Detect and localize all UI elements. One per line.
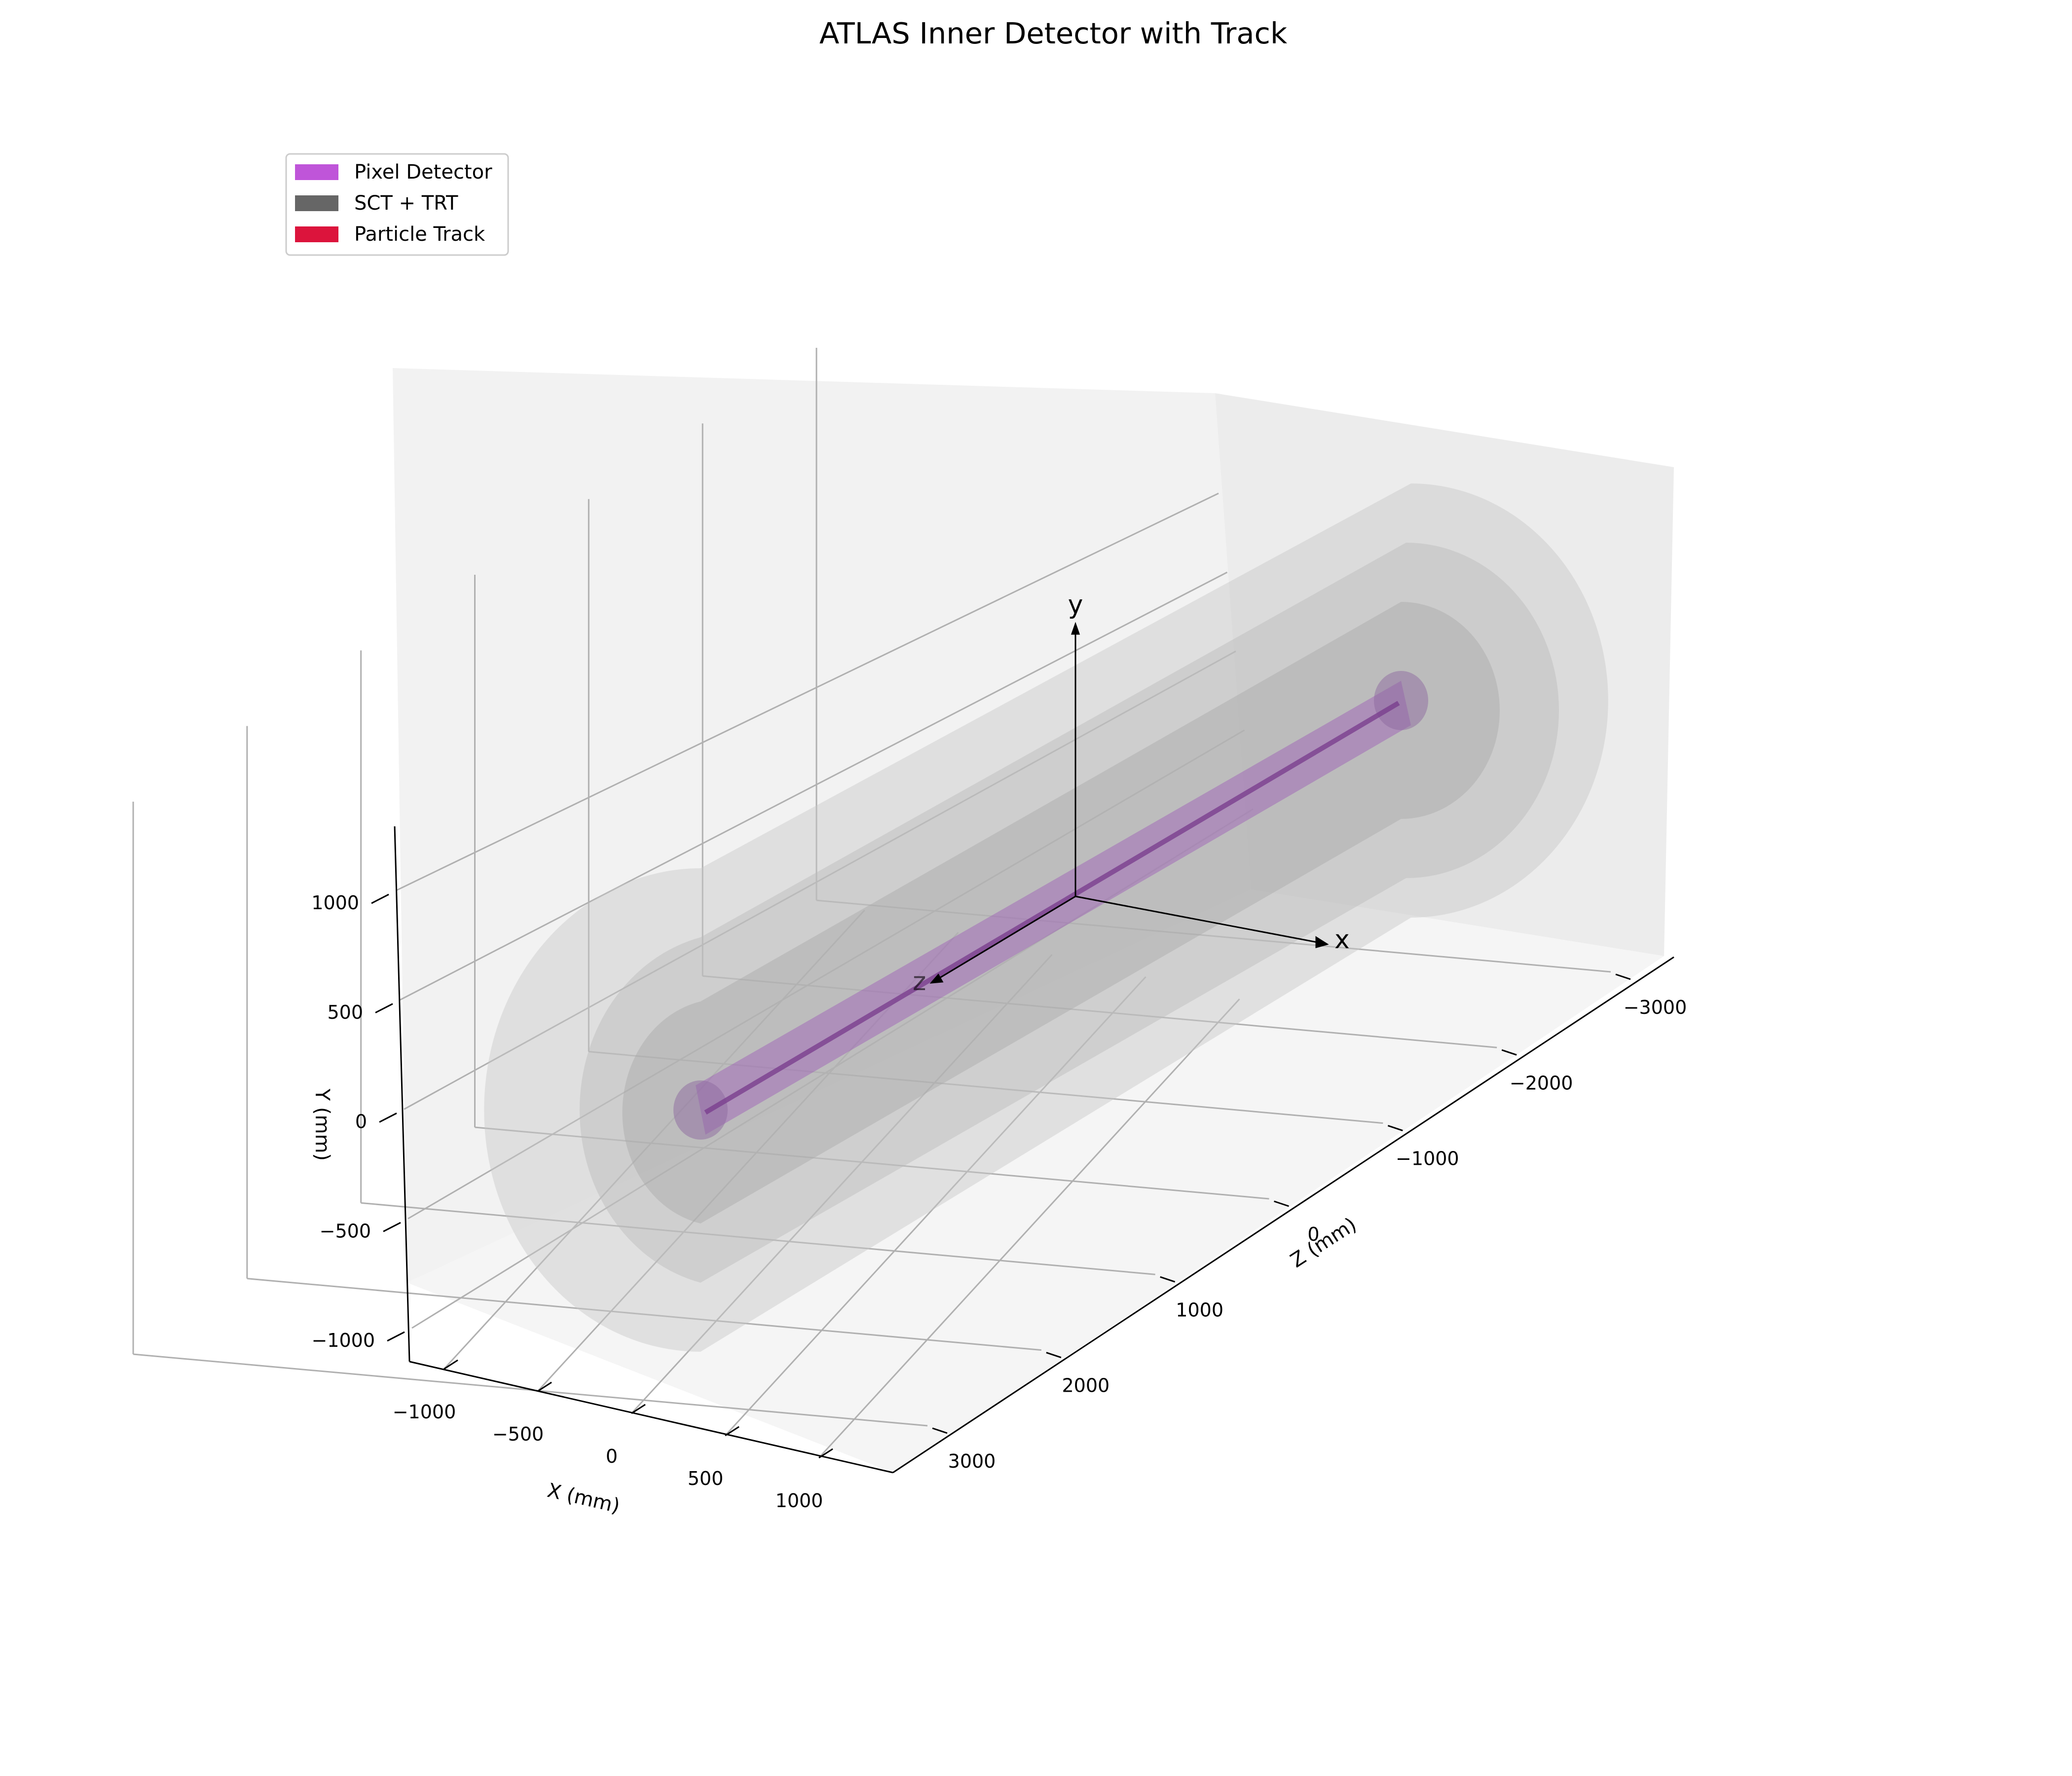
x-tick: [818, 1448, 833, 1459]
z-tick: [1046, 1352, 1062, 1359]
y-tick-label: 500: [327, 1001, 363, 1023]
sct-trt-outer-cylinder: [484, 483, 1608, 1352]
sct-trt-cylinders: [484, 483, 1608, 1352]
y-grid-line: [407, 729, 1245, 1220]
z-tick: [1274, 1200, 1289, 1207]
legend-swatch-sct-trt: [295, 195, 338, 211]
z-tick: [932, 1427, 948, 1434]
y-grid-line: [400, 571, 1228, 1001]
y-arrow-head: [1071, 622, 1080, 635]
legend-label-track: Particle Track: [354, 223, 485, 246]
y-tick: [387, 1331, 405, 1342]
x-arrow-line: [1075, 895, 1318, 943]
z-grid-line: [475, 1126, 1269, 1200]
z-tick-label: 3000: [948, 1450, 996, 1472]
x-tick-label: 1000: [776, 1490, 823, 1512]
x-axis-line: [409, 1361, 893, 1474]
x-arrow-head: [1315, 936, 1329, 948]
x-grid-line: [443, 909, 865, 1370]
x-tick: [537, 1381, 552, 1392]
arrow-label-z: z: [913, 967, 926, 997]
z-arrow-line: [937, 895, 1076, 980]
x-tick: [725, 1426, 740, 1437]
arrow-label-y: y: [1068, 590, 1083, 620]
sct-trt-inner-cylinder: [622, 602, 1500, 1223]
z-tick: [1501, 1049, 1517, 1056]
z-tick-label: 2000: [1062, 1375, 1110, 1397]
pane-floor: [407, 889, 1664, 1473]
y-tick: [383, 1221, 401, 1232]
x-tick-label: 500: [688, 1468, 724, 1489]
z-arrow-head: [929, 973, 944, 984]
legend-label-sct-trt: SCT + TRT: [354, 192, 458, 215]
legend: Pixel Detector SCT + TRT Particle Track: [285, 153, 509, 256]
y-tick: [375, 1003, 393, 1014]
z-tick: [1160, 1276, 1176, 1283]
z-grid-line: [247, 1278, 1041, 1351]
pixel-endcap-far: [1374, 671, 1428, 730]
legend-frame: [285, 153, 509, 256]
y-tick-label: 1000: [311, 892, 359, 914]
x-grid-line: [724, 976, 1147, 1437]
x-tick-label: 0: [606, 1445, 618, 1467]
z-tick: [1387, 1125, 1403, 1132]
x-grid-line: [818, 998, 1240, 1459]
z-axis-label: Z (mm): [1287, 1213, 1361, 1272]
legend-swatch-pixel: [295, 164, 338, 180]
pixel-endcap-near: [673, 1080, 728, 1140]
coordinate-arrows: [929, 622, 1329, 984]
particle-track: [704, 701, 1400, 1115]
z-tick-label: −3000: [1624, 997, 1687, 1018]
axis-lines: [394, 826, 1674, 1474]
z-grid-line: [589, 1051, 1383, 1124]
legend-swatch-track: [295, 226, 338, 242]
y-axis-label: Y (mm): [311, 1088, 333, 1161]
z-grid-line: [703, 975, 1497, 1048]
y-tick-label: −1000: [311, 1330, 375, 1351]
y-grid-line: [396, 492, 1219, 891]
z-axis-line: [892, 956, 1674, 1474]
x-tick-label: −1000: [393, 1401, 456, 1423]
x-grid-line: [630, 954, 1053, 1414]
x-axis-label: X (mm): [545, 1479, 622, 1517]
z-tick-label: −1000: [1396, 1148, 1459, 1170]
y-tick: [379, 1112, 397, 1123]
z-tick-label: −2000: [1510, 1072, 1573, 1094]
y-axis-line: [394, 826, 410, 1362]
x-tick: [444, 1359, 458, 1370]
y-tick-label: −500: [320, 1220, 371, 1242]
z-tick: [1615, 973, 1631, 980]
tick-marks: [371, 893, 1631, 1459]
y-tick: [371, 893, 389, 904]
z-grid-line: [816, 899, 1611, 973]
chart-title: ATLAS Inner Detector with Track: [819, 16, 1287, 50]
pane-left: [1215, 393, 1674, 956]
sct-trt-middle-cylinder: [579, 543, 1559, 1283]
tick-labels: −1000 −500 0 500 1000 −1000 −500 0 500 1000 −3000 −…: [311, 892, 1687, 1512]
y-tick-label: 0: [355, 1111, 367, 1133]
arrow-label-x: x: [1334, 925, 1350, 955]
z-tick-label: 1000: [1176, 1299, 1223, 1321]
x-grid-line: [537, 931, 959, 1392]
legend-label-pixel: Pixel Detector: [354, 161, 492, 184]
x-tick-label: −500: [492, 1423, 544, 1445]
z-tick-label: 0: [1307, 1223, 1319, 1245]
y-grid-line: [404, 650, 1236, 1110]
x-tick: [631, 1404, 646, 1414]
z-grid-line: [361, 1202, 1155, 1275]
grid-lines: [132, 348, 1611, 1459]
